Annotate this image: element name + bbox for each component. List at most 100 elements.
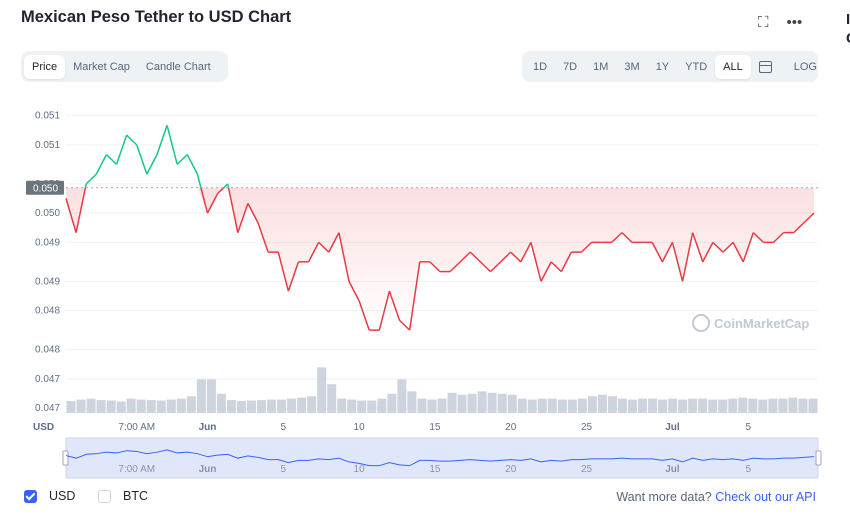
range-3m-button[interactable]: 3M	[624, 60, 640, 73]
price-segment	[773, 232, 785, 243]
price-segment	[115, 134, 128, 165]
calendar-button[interactable]	[751, 55, 780, 79]
price-segment	[307, 242, 320, 263]
price-segment	[217, 187, 225, 195]
volume-bar	[447, 392, 457, 413]
volume-bar	[236, 401, 246, 413]
price-segment	[226, 183, 230, 188]
price-segment	[399, 319, 411, 331]
legend-btc[interactable]: BTC	[98, 489, 148, 503]
legend-usd-label: USD	[49, 489, 76, 503]
price-segment	[803, 212, 815, 224]
x-tick-label: 15	[429, 422, 441, 433]
volume-bar	[96, 400, 106, 413]
volume-bar	[166, 399, 176, 413]
btc-checkbox[interactable]	[98, 489, 111, 503]
volume-bar	[467, 393, 477, 413]
volume-bar	[206, 379, 216, 413]
x-tick-label: Jun	[199, 422, 217, 433]
volume-bar	[216, 393, 226, 413]
volume-bar	[377, 398, 387, 413]
price-segment	[156, 125, 168, 155]
price-segment	[661, 242, 674, 263]
volume-bar	[768, 398, 778, 413]
tab-price[interactable]: Price	[24, 54, 66, 79]
clipped-side-text: I C	[846, 11, 850, 47]
range-ytd-button[interactable]: YTD	[685, 60, 708, 73]
volume-bar	[547, 398, 557, 413]
volume-bar	[658, 399, 668, 413]
watermark: CoinMarketCap	[692, 314, 809, 332]
range-navigator: 7:00 AM Jun 5 10 15 20 25 Jul 5	[62, 437, 822, 479]
legend-btc-label: BTC	[123, 489, 148, 503]
x-tick-label: 5	[281, 422, 287, 433]
volume-bar	[267, 399, 277, 413]
usd-checkbox[interactable]	[24, 489, 37, 503]
price-segment	[277, 251, 290, 292]
legend-usd[interactable]: USD	[24, 489, 75, 503]
volume-bar	[387, 393, 397, 413]
api-link[interactable]: Check out our API	[715, 490, 816, 504]
price-segment	[560, 251, 573, 272]
volume-bar	[337, 398, 347, 413]
range-1y-button[interactable]: 1Y	[655, 60, 670, 73]
navigator-x-label: 7:00 AM	[118, 464, 155, 475]
calendar-icon	[758, 60, 772, 73]
price-segment	[651, 242, 664, 263]
volume-bar	[287, 398, 297, 413]
baseline-marker: 0.050	[26, 180, 818, 195]
y-tick-label: 0.050	[35, 208, 60, 219]
price-segment	[752, 232, 764, 243]
price-segment	[136, 144, 148, 175]
volume-bar	[186, 396, 196, 413]
tab-candle-chart[interactable]: Candle Chart	[145, 60, 211, 73]
tab-market-cap[interactable]: Market Cap	[73, 60, 130, 73]
price-segment	[196, 173, 202, 188]
navigator-x-label: Jun	[199, 464, 217, 475]
time-range-selector: 1D 7D 1M 3M 1Y YTD ALL LOG	[522, 51, 818, 82]
price-segment	[85, 173, 97, 185]
price-segment	[550, 261, 562, 273]
price-segment	[186, 154, 199, 175]
volume-bar	[196, 379, 206, 413]
price-segment	[328, 232, 340, 253]
x-tick-label: 7:00 AM	[118, 422, 155, 433]
volume-bar	[347, 399, 357, 413]
price-segment	[126, 134, 138, 146]
volume-bar	[437, 398, 447, 413]
range-1d-button[interactable]: 1D	[533, 60, 548, 73]
baseline-label: 0.050	[33, 183, 58, 194]
fullscreen-icon[interactable]: ⛶	[758, 14, 769, 31]
navigator-x-label: Jul	[665, 464, 680, 475]
volume-bar	[246, 400, 257, 413]
volume-bar	[557, 399, 567, 413]
price-segment	[712, 241, 724, 253]
price-segment	[510, 251, 522, 263]
volume-bar	[718, 399, 728, 413]
log-scale-button[interactable]: LOG	[793, 60, 817, 73]
range-1m-button[interactable]: 1M	[593, 60, 609, 73]
price-segment	[621, 232, 633, 243]
volume-bar	[457, 394, 467, 413]
navigator-right-handle	[815, 450, 822, 466]
price-segment	[358, 300, 370, 331]
volume-bar	[146, 400, 156, 413]
x-tick-label: 20	[505, 422, 517, 433]
range-all-button[interactable]: ALL	[715, 54, 751, 79]
volume-bar	[527, 399, 537, 413]
volume-bar	[176, 398, 186, 413]
x-axis: 7:00 AM Jun 5 10 15 20 25 Jul 5	[118, 422, 751, 433]
range-7d-button[interactable]: 7D	[563, 60, 578, 73]
volume-bar	[126, 398, 136, 413]
volume-bar	[617, 398, 627, 413]
price-segment	[75, 187, 87, 233]
x-tick-label: 10	[354, 422, 366, 433]
price-segment	[459, 251, 471, 263]
below-baseline-fill	[66, 187, 814, 331]
more-icon[interactable]: •••	[786, 14, 803, 31]
price-segment	[449, 261, 461, 273]
volume-bar	[808, 398, 818, 413]
price-segment	[105, 154, 118, 165]
currency-axis-label: USD	[33, 422, 54, 433]
